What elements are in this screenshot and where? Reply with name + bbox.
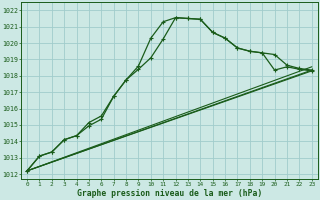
X-axis label: Graphe pression niveau de la mer (hPa): Graphe pression niveau de la mer (hPa): [77, 189, 262, 198]
